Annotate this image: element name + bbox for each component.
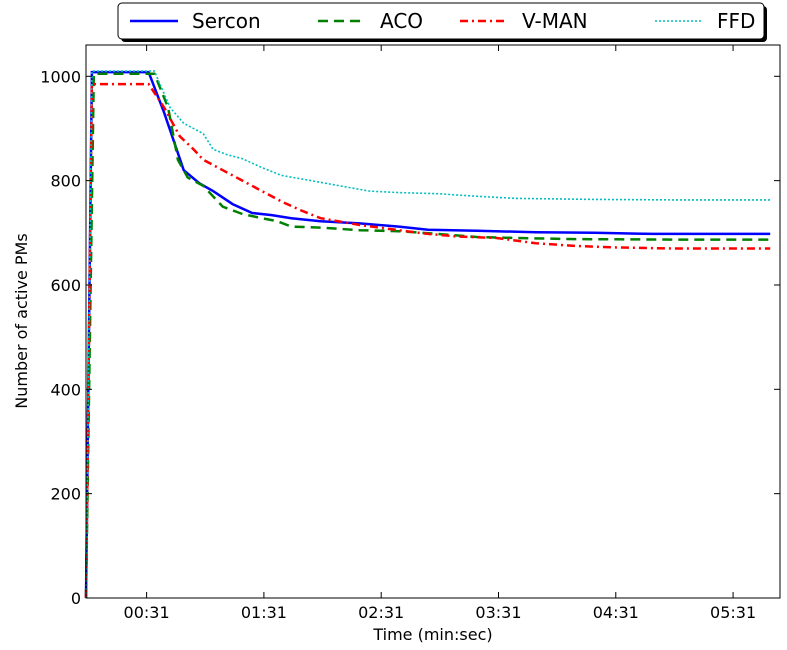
legend: Sercon ACO V-MAN FFD xyxy=(117,2,767,42)
ticks-layer: 00:31 01:31 02:31 03:31 04:31 05:31 0 200 400 600… xyxy=(40,45,780,622)
series-line-ffd xyxy=(85,70,771,599)
x-tick-label: 04:31 xyxy=(593,603,639,622)
legend-box xyxy=(117,2,765,40)
legend-items: Sercon ACO V-MAN FFD xyxy=(130,9,755,33)
legend-label-aco: ACO xyxy=(380,9,423,33)
legend-label-v-man: V-MAN xyxy=(522,9,588,33)
legend-label-ffd: FFD xyxy=(717,9,755,33)
y-tick-label: 0 xyxy=(71,589,81,608)
y-tick-label: 800 xyxy=(50,172,81,191)
y-tick-label: 400 xyxy=(50,380,81,399)
x-axis-title: Time (min:sec) xyxy=(372,625,492,644)
plot-background xyxy=(86,45,780,598)
plot-frame xyxy=(85,44,781,599)
legend-label-sercon: Sercon xyxy=(192,9,261,33)
y-axis-title: Number of active PMs xyxy=(12,233,31,408)
y-tick-label: 200 xyxy=(50,485,81,504)
series-layer xyxy=(84,70,771,599)
x-tick-label: 03:31 xyxy=(475,603,521,622)
x-tick-label: 05:31 xyxy=(710,603,756,622)
x-tick-label: 00:31 xyxy=(124,603,170,622)
y-tick-label: 600 xyxy=(50,276,81,295)
x-tick-label: 02:31 xyxy=(358,603,404,622)
series-line-sercon xyxy=(84,70,771,599)
y-tick-label: 1000 xyxy=(40,67,81,86)
series-line-v-man xyxy=(84,82,771,599)
x-tick-label: 01:31 xyxy=(241,603,287,622)
